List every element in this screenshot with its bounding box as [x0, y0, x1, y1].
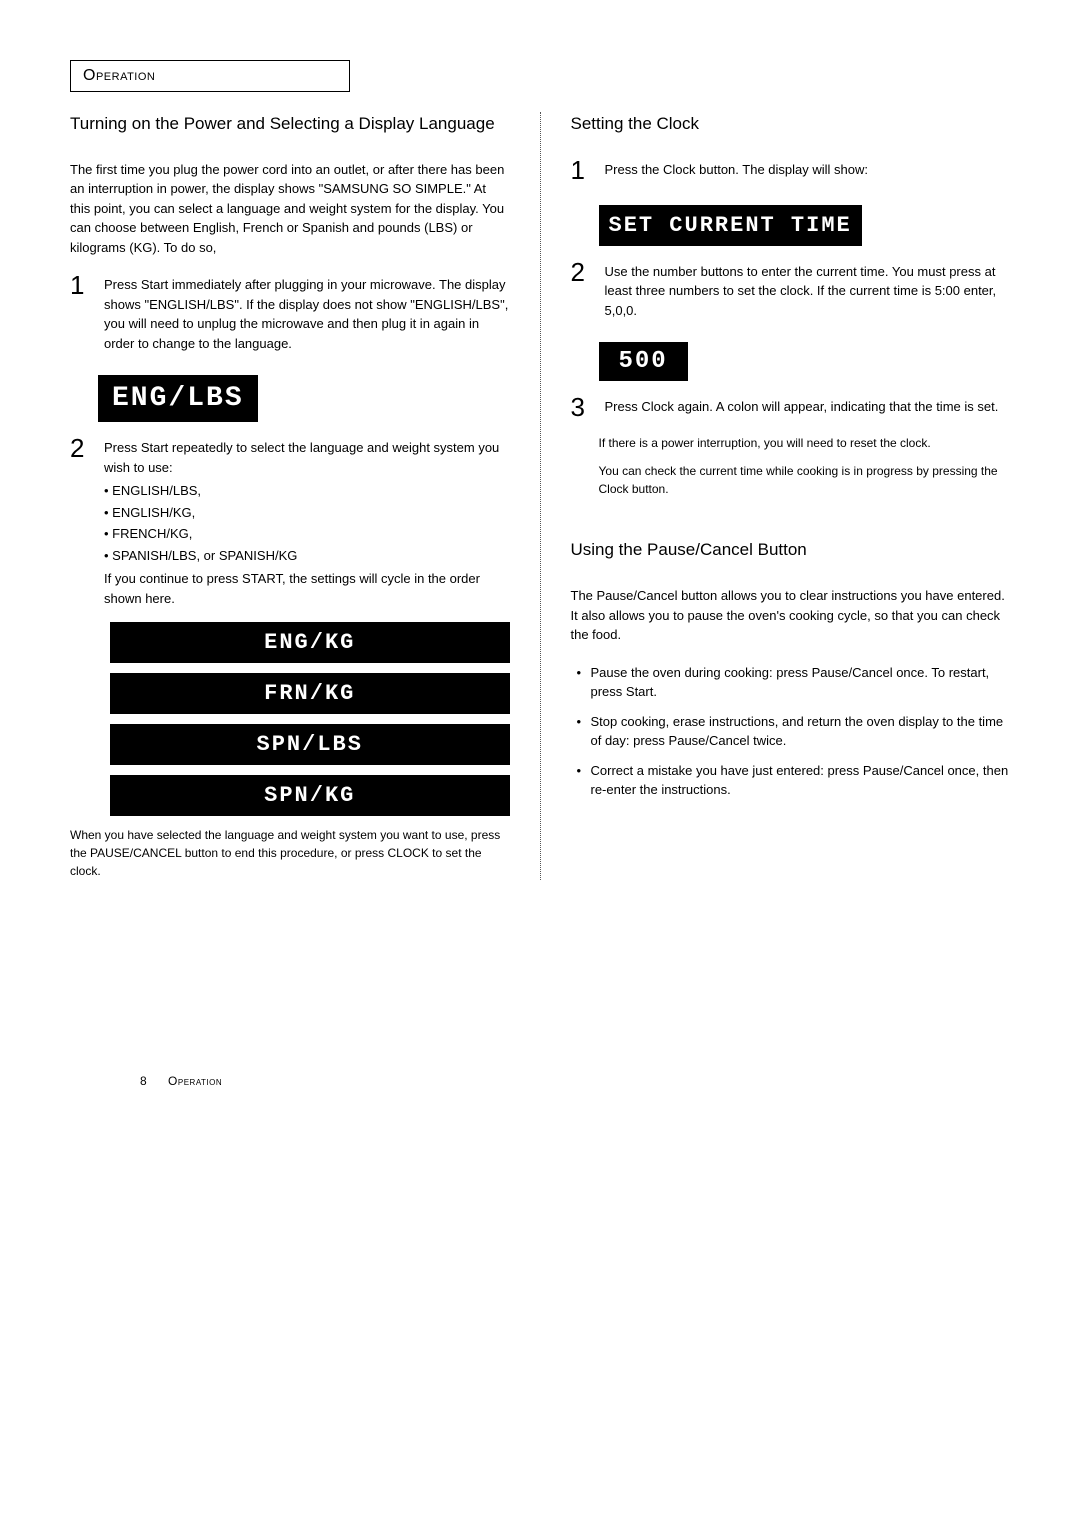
right-step-2: 2 Use the number buttons to enter the cu…	[571, 262, 1011, 321]
lcd-frn-kg: FRN/KG	[110, 673, 510, 714]
content-columns: Turning on the Power and Selecting a Dis…	[70, 112, 1010, 880]
left-heading: Turning on the Power and Selecting a Dis…	[70, 112, 510, 136]
left-step-1: 1 Press Start immediately after plugging…	[70, 275, 510, 353]
lcd-eng-lbs: ENG/LBS	[98, 375, 258, 422]
left-step-2: 2 Press Start repeatedly to select the l…	[70, 438, 510, 608]
clock-note-2: You can check the current time while coo…	[599, 462, 1011, 498]
option-item: • FRENCH/KG,	[104, 524, 510, 544]
option-item: • ENGLISH/LBS,	[104, 481, 510, 501]
right-column: Setting the Clock 1 Press the Clock butt…	[571, 112, 1011, 880]
section-header-box: Operation	[70, 60, 350, 92]
note2-c: button.	[629, 482, 669, 496]
lcd-spn-kg: SPN/KG	[110, 775, 510, 816]
section-header: Operation	[83, 67, 337, 85]
option-item: • SPANISH/LBS, or SPANISH/KG	[104, 546, 510, 566]
page-footer: 8 Operation	[140, 1074, 222, 1088]
note2-b: Clock	[599, 482, 629, 496]
left-column: Turning on the Power and Selecting a Dis…	[70, 112, 510, 880]
lcd-eng-kg: ENG/KG	[110, 622, 510, 663]
step-text: Press Start repeatedly to select the lan…	[104, 438, 510, 608]
step2-text-a: Press Start repeatedly to select the lan…	[104, 440, 499, 475]
step-number: 1	[70, 272, 90, 298]
step-number: 2	[571, 259, 591, 285]
pause-intro: The Pause/Cancel button allows you to cl…	[571, 586, 1011, 645]
clock-note-1: If there is a power interruption, you wi…	[599, 434, 1011, 452]
step-text: Press the Clock button. The display will…	[605, 160, 1011, 180]
bullet-item: Stop cooking, erase instructions, and re…	[571, 712, 1011, 751]
right-heading-pause: Using the Pause/Cancel Button	[571, 538, 1011, 562]
bullet-item: Correct a mistake you have just entered:…	[571, 761, 1011, 800]
left-closing-note: When you have selected the language and …	[70, 826, 510, 880]
pause-bullet-list: Pause the oven during cooking: press Pau…	[571, 663, 1011, 800]
right-step-1: 1 Press the Clock button. The display wi…	[571, 160, 1011, 183]
column-divider	[540, 112, 541, 880]
footer-label: Operation	[168, 1074, 222, 1088]
lcd-set-current-time: SET CURRENT TIME	[599, 205, 862, 246]
option-item: • ENGLISH/KG,	[104, 503, 510, 523]
left-intro: The first time you plug the power cord i…	[70, 160, 510, 258]
step-text: Use the number buttons to enter the curr…	[605, 262, 1011, 321]
lcd-500: 500	[599, 342, 688, 381]
step-text: Press Start immediately after plugging i…	[104, 275, 510, 353]
bullet-item: Pause the oven during cooking: press Pau…	[571, 663, 1011, 702]
step-text: Press Clock again. A colon will appear, …	[605, 397, 1011, 417]
note2-a: You can check the current time while coo…	[599, 464, 998, 478]
step2-text-b: If you continue to press START, the sett…	[104, 571, 480, 606]
right-heading-clock: Setting the Clock	[571, 112, 1011, 136]
right-step-3: 3 Press Clock again. A colon will appear…	[571, 397, 1011, 420]
step-number: 1	[571, 157, 591, 183]
step-number: 3	[571, 394, 591, 420]
options-list: • ENGLISH/LBS, • ENGLISH/KG, • FRENCH/KG…	[104, 481, 510, 565]
lcd-stack: ENG/KG FRN/KG SPN/LBS SPN/KG	[70, 622, 510, 816]
lcd-spn-lbs: SPN/LBS	[110, 724, 510, 765]
page-number: 8	[140, 1074, 147, 1088]
step-number: 2	[70, 435, 90, 461]
